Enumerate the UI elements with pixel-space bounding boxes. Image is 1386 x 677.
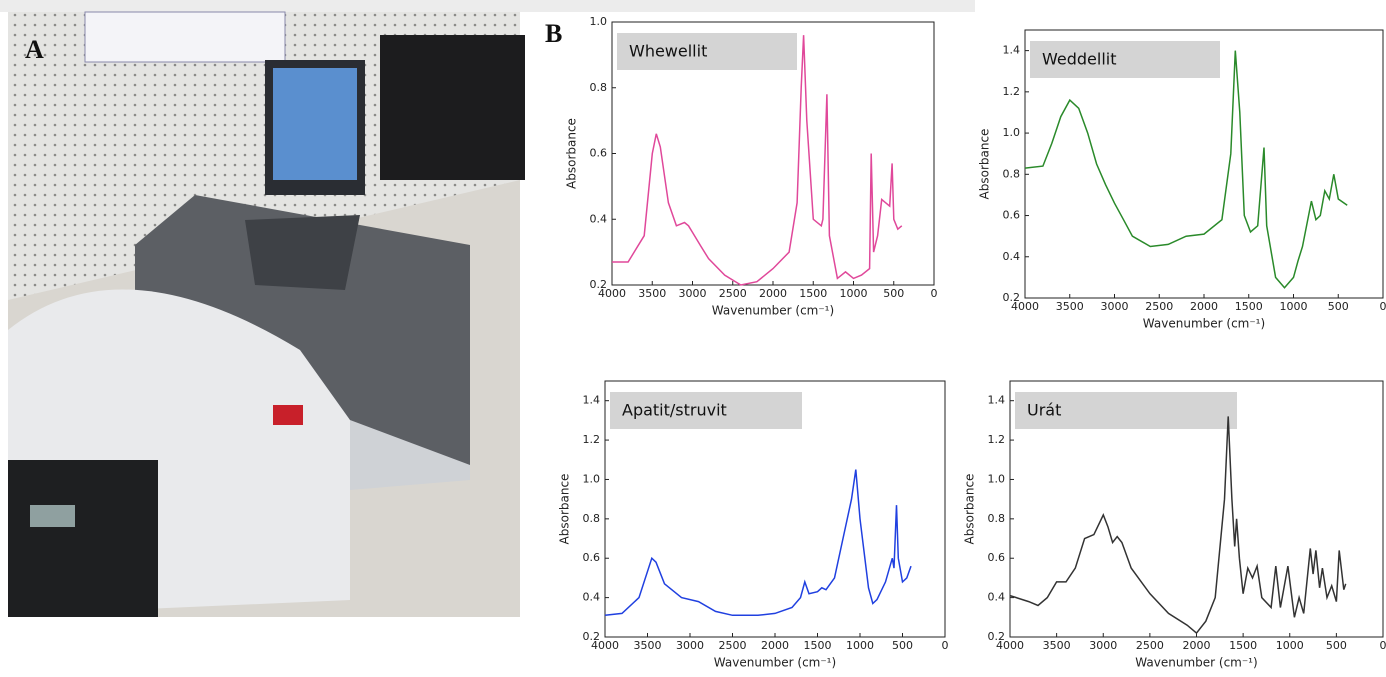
spectrum-line	[604, 469, 912, 617]
x-tick-label: 2000	[761, 639, 789, 652]
y-tick-label: 0.4	[1003, 250, 1021, 263]
y-tick-label: 0.6	[590, 147, 608, 160]
x-tick-label: 500	[883, 287, 904, 300]
y-tick-label: 1.4	[1003, 44, 1021, 57]
x-axis-label: Wavenumber (cm⁻¹)	[712, 304, 834, 318]
y-tick-label: 0.2	[1003, 291, 1021, 304]
x-tick-label: 0	[1380, 300, 1386, 313]
x-tick-label: 500	[892, 639, 913, 652]
y-tick-label: 0.2	[988, 630, 1006, 643]
x-axis-label: Wavenumber (cm⁻¹)	[714, 656, 836, 670]
y-axis-label: Absorbance	[963, 474, 977, 545]
x-axis-label: Wavenumber (cm⁻¹)	[1143, 317, 1265, 331]
chart-title: Apatit/struvit	[622, 401, 727, 420]
x-tick-label: 1000	[1276, 639, 1304, 652]
y-tick-label: 0.2	[590, 278, 608, 291]
y-axis-label: Absorbance	[565, 118, 579, 189]
x-tick-label: 2500	[1145, 300, 1173, 313]
y-tick-label: 1.2	[988, 433, 1006, 446]
x-tick-label: 3500	[638, 287, 666, 300]
y-tick-label: 1.0	[590, 15, 608, 28]
x-tick-label: 2500	[719, 639, 747, 652]
y-tick-label: 1.0	[583, 472, 601, 485]
x-tick-label: 3000	[1089, 639, 1117, 652]
x-tick-label: 3500	[1043, 639, 1071, 652]
panel-label: B	[545, 19, 562, 48]
y-tick-label: 0.4	[583, 591, 601, 604]
chart-title: Urát	[1027, 401, 1061, 420]
x-tick-label: 2000	[1183, 639, 1211, 652]
y-tick-label: 0.8	[590, 81, 608, 94]
y-tick-label: 0.6	[1003, 209, 1021, 222]
x-tick-label: 1500	[799, 287, 827, 300]
x-tick-label: 3000	[1101, 300, 1129, 313]
x-tick-label: 500	[1326, 639, 1347, 652]
x-tick-label: 2500	[719, 287, 747, 300]
y-tick-label: 1.4	[583, 394, 601, 407]
y-tick-label: 0.6	[583, 551, 601, 564]
y-tick-label: 1.2	[583, 433, 601, 446]
x-tick-label: 3000	[679, 287, 707, 300]
y-tick-label: 0.8	[1003, 167, 1021, 180]
x-tick-label: 500	[1328, 300, 1349, 313]
x-tick-label: 1500	[1229, 639, 1257, 652]
x-axis-label: Wavenumber (cm⁻¹)	[1135, 656, 1257, 670]
spectrum-line	[612, 35, 903, 286]
x-tick-label: 2000	[759, 287, 787, 300]
panel-label: A	[25, 35, 44, 64]
x-tick-label: 2500	[1136, 639, 1164, 652]
x-tick-label: 0	[1380, 639, 1386, 652]
y-tick-label: 0.8	[988, 512, 1006, 525]
title-box	[610, 392, 802, 429]
x-tick-label: 1000	[846, 639, 874, 652]
y-tick-label: 1.2	[1003, 85, 1021, 98]
x-tick-label: 4000	[598, 287, 626, 300]
spectrum-line	[1009, 416, 1347, 635]
chart-title: Weddellit	[1042, 50, 1117, 69]
y-tick-label: 1.4	[988, 394, 1006, 407]
y-tick-label: 0.6	[988, 551, 1006, 564]
chart-title: Whewellit	[629, 42, 707, 61]
x-tick-label: 0	[942, 639, 949, 652]
x-tick-label: 1000	[1280, 300, 1308, 313]
x-tick-label: 1500	[804, 639, 832, 652]
x-tick-label: 1000	[840, 287, 868, 300]
title-box	[1015, 392, 1237, 429]
x-tick-label: 4000	[591, 639, 619, 652]
x-tick-label: 3500	[634, 639, 662, 652]
y-tick-label: 1.0	[988, 472, 1006, 485]
photo	[8, 11, 525, 617]
spectrum-line	[1024, 50, 1348, 289]
y-tick-label: 0.8	[583, 512, 601, 525]
x-tick-label: 4000	[996, 639, 1024, 652]
x-tick-label: 1500	[1235, 300, 1263, 313]
y-tick-label: 0.2	[583, 630, 601, 643]
y-tick-label: 1.0	[1003, 126, 1021, 139]
x-tick-label: 2000	[1190, 300, 1218, 313]
title-box	[617, 33, 797, 70]
x-tick-label: 3500	[1056, 300, 1084, 313]
x-tick-label: 3000	[676, 639, 704, 652]
title-box	[1030, 41, 1220, 78]
y-tick-label: 0.4	[988, 591, 1006, 604]
y-tick-label: 0.4	[590, 212, 608, 225]
x-tick-label: 4000	[1011, 300, 1039, 313]
y-axis-label: Absorbance	[978, 129, 992, 200]
top-strip	[0, 0, 975, 12]
y-axis-label: Absorbance	[558, 474, 572, 545]
x-tick-label: 0	[931, 287, 938, 300]
